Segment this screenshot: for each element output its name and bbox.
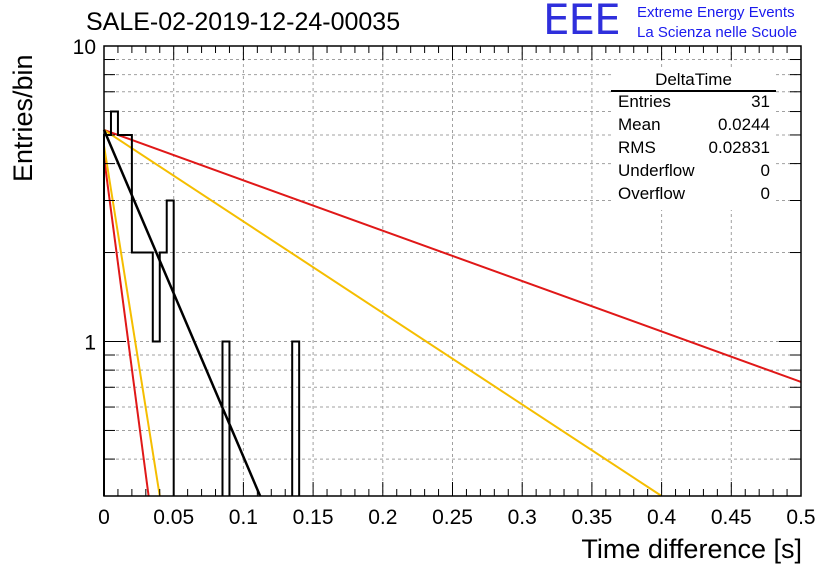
stats-title: DeltaTime	[655, 70, 732, 89]
stats-key: Mean	[618, 115, 661, 134]
y-axis-label: Entries/bin	[8, 54, 38, 182]
stats-value: 0.02831	[708, 138, 770, 157]
logo-line-2: La Scienza nelle Scuole	[637, 24, 798, 41]
fit-line	[103, 129, 663, 497]
fit-line	[102, 129, 262, 497]
chart-title: SALE-02-2019-12-24-00035	[86, 8, 401, 36]
x-tick-label: 0.1	[229, 506, 258, 529]
x-tick-label: 0	[98, 506, 110, 529]
x-tick-label: 0.3	[508, 506, 537, 529]
x-tick-label: 0.15	[293, 506, 334, 529]
y-tick-label: 10	[73, 36, 96, 59]
logo-line-1: Extreme Energy Events	[637, 4, 795, 21]
stats-row-overflow: Overflow 0	[618, 184, 770, 206]
axes: 0 0.05 0.1 0.15 0.2 0.25 0.3 0.35 0.4 0.45 0.5 1 10	[73, 36, 816, 529]
histogram-outline	[103, 110, 301, 496]
fit-line	[103, 157, 150, 497]
grid-lines	[104, 46, 801, 496]
stats-key: Underflow	[618, 161, 695, 180]
stats-value: 0.0244	[718, 115, 770, 134]
histogram	[103, 110, 301, 496]
stats-value: 0	[760, 161, 770, 180]
x-tick-label: 0.35	[571, 506, 612, 529]
eee-logo: EEE Extreme Energy Events La Scienza nel…	[543, 0, 833, 46]
stats-divider	[611, 90, 776, 92]
x-tick-label: 0.05	[153, 506, 194, 529]
eee-logo-mark: EEE	[543, 0, 621, 44]
stats-box: DeltaTime Entries 31 Mean 0.0244 RMS 0.0…	[611, 70, 776, 210]
stats-row-mean: Mean 0.0244	[618, 115, 770, 137]
stats-value: 31	[751, 92, 770, 111]
stats-key: Overflow	[618, 184, 686, 203]
fit-line	[103, 145, 161, 497]
x-axis-label: Time difference [s]	[581, 534, 802, 564]
fit-lines	[102, 128, 802, 497]
x-tick-label: 0.25	[432, 506, 473, 529]
stats-key: RMS	[618, 138, 656, 157]
stats-value: 0	[760, 184, 770, 203]
stats-key: Entries	[618, 92, 671, 111]
fit-line	[103, 128, 802, 383]
x-tick-label: 0.45	[711, 506, 752, 529]
y-tick-label: 1	[84, 331, 96, 354]
stats-row-rms: RMS 0.02831	[618, 138, 770, 160]
x-tick-label: 0.5	[786, 506, 815, 529]
x-tick-label: 0.2	[368, 506, 397, 529]
stats-row-entries: Entries 31	[618, 92, 770, 114]
stats-row-underflow: Underflow 0	[618, 161, 770, 183]
x-tick-label: 0.4	[647, 506, 677, 529]
